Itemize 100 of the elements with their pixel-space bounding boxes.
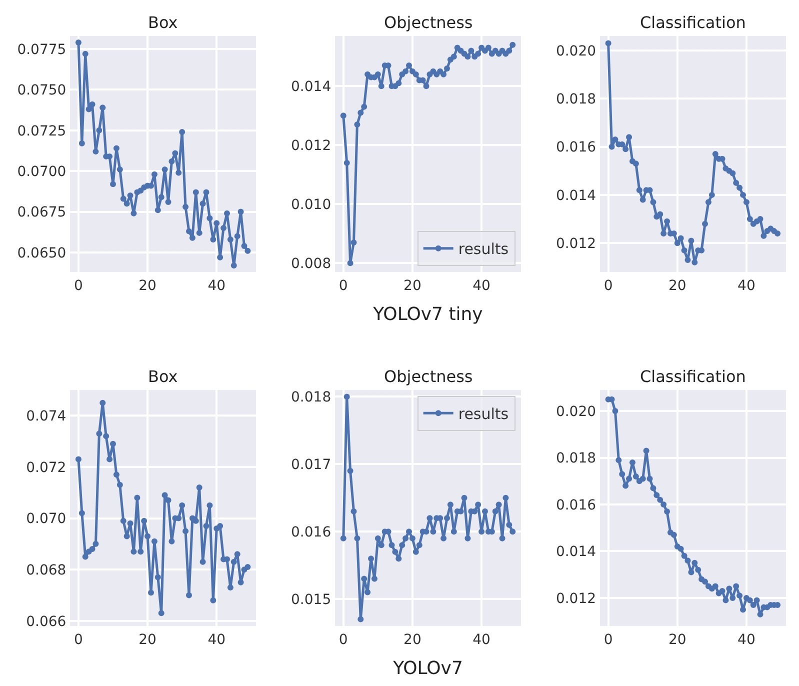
y-tick-label: 0.020 <box>556 43 596 60</box>
y-tick-label: 0.018 <box>556 92 596 108</box>
point <box>402 535 409 542</box>
legend-label: results <box>458 405 509 423</box>
point <box>740 192 746 198</box>
point <box>361 576 368 582</box>
point <box>350 240 357 246</box>
point <box>168 538 175 544</box>
chart-title: Box <box>148 367 178 386</box>
point <box>619 471 626 478</box>
point <box>116 166 123 172</box>
x-tick-label: 0 <box>604 278 613 294</box>
point <box>154 574 161 580</box>
point <box>138 548 144 555</box>
point <box>141 518 148 524</box>
point <box>241 242 248 249</box>
point <box>506 522 512 528</box>
y-tick-label: 0.0650 <box>17 245 66 262</box>
point <box>186 228 192 234</box>
y-tick-label: 0.008 <box>291 256 332 272</box>
point <box>86 106 92 112</box>
point <box>234 233 240 240</box>
point <box>354 535 360 542</box>
point <box>510 42 516 48</box>
point <box>144 533 151 540</box>
point <box>654 492 660 498</box>
point <box>657 211 664 218</box>
x-tick-label: 20 <box>668 632 686 648</box>
point <box>636 187 642 194</box>
point <box>378 83 384 90</box>
y-tick-label: 0.016 <box>556 497 596 514</box>
point <box>608 144 615 150</box>
point <box>447 502 454 508</box>
chart-title: Classification <box>640 367 746 386</box>
point <box>182 204 189 210</box>
point <box>227 584 234 591</box>
point <box>712 583 718 590</box>
y-tick-label: 0.0700 <box>17 164 66 180</box>
point <box>450 54 457 60</box>
point <box>482 508 488 514</box>
y-tick-label: 0.017 <box>291 457 332 474</box>
x-tick-label: 20 <box>404 278 422 294</box>
point <box>210 597 216 604</box>
x-tick-label: 0 <box>74 632 83 648</box>
point <box>712 151 718 157</box>
point <box>396 556 402 562</box>
chart-title: Objectness <box>384 367 473 386</box>
y-tick-label: 0.0750 <box>17 82 66 99</box>
point <box>646 476 653 482</box>
point <box>612 136 618 143</box>
x-tick-label: 0 <box>604 632 613 648</box>
point <box>127 192 134 198</box>
x-axis-title: YOLOv7 tiny <box>372 304 484 325</box>
point <box>203 189 210 196</box>
y-tick-label: 0.018 <box>556 450 596 467</box>
point <box>444 65 450 72</box>
point <box>82 554 88 560</box>
point <box>368 556 374 562</box>
point <box>347 468 354 474</box>
point <box>740 606 746 613</box>
point <box>605 40 612 46</box>
point <box>358 110 364 116</box>
point <box>702 578 708 585</box>
point <box>92 540 99 547</box>
point <box>354 122 360 128</box>
x-tick-label: 0 <box>338 278 348 294</box>
y-tick-label: 0.012 <box>556 236 596 252</box>
y-tick-label: 0.014 <box>556 544 596 560</box>
point <box>244 248 251 254</box>
y-tick-label: 0.014 <box>291 79 332 96</box>
x-tick-label: 0 <box>338 632 348 648</box>
point <box>130 548 137 555</box>
point <box>502 494 509 501</box>
x-tick-label: 40 <box>738 632 756 648</box>
point <box>347 260 354 266</box>
legend-label: results <box>458 240 509 258</box>
point <box>162 166 168 172</box>
y-tick-label: 0.0725 <box>17 123 66 140</box>
point <box>227 236 234 242</box>
point <box>75 40 82 46</box>
point <box>110 181 116 188</box>
point <box>344 160 350 166</box>
point <box>230 558 237 565</box>
y-tick-label: 0.070 <box>26 511 66 528</box>
point <box>120 196 126 202</box>
point <box>200 200 206 207</box>
point <box>340 535 346 542</box>
point <box>746 216 753 222</box>
point <box>388 542 395 548</box>
point <box>399 542 406 548</box>
point <box>89 546 96 552</box>
point <box>616 457 622 464</box>
point <box>220 225 227 232</box>
point <box>116 482 123 488</box>
point <box>151 171 158 178</box>
point <box>678 235 684 242</box>
point <box>736 592 743 599</box>
point <box>622 146 629 152</box>
point <box>96 127 102 134</box>
point <box>733 180 740 186</box>
